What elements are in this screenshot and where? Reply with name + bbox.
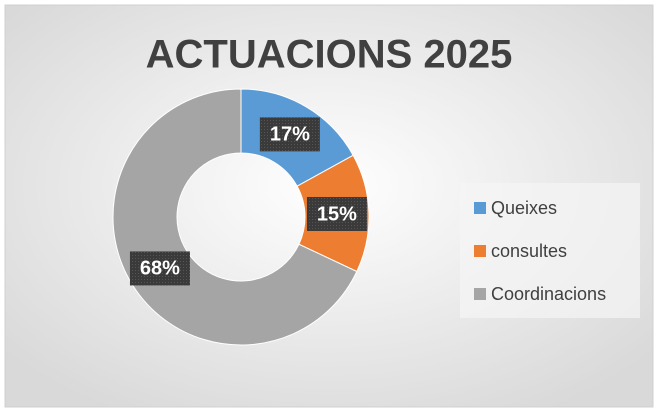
data-label: 15%	[317, 203, 357, 225]
data-label-box	[306, 196, 367, 231]
legend-swatch	[474, 288, 486, 300]
legend-label: Coordinacions	[491, 284, 606, 304]
data-label-box	[259, 117, 320, 152]
legend-label: consultes	[491, 241, 567, 261]
data-label: 17%	[270, 124, 310, 146]
legend-swatch	[474, 245, 486, 257]
data-label-box	[129, 251, 190, 286]
chart-title: ACTUACIONS 2025	[146, 33, 513, 77]
data-label: 68%	[140, 258, 180, 280]
legend-swatch	[474, 202, 486, 214]
legend-box	[460, 183, 640, 318]
legend-label: Queixes	[491, 198, 557, 218]
